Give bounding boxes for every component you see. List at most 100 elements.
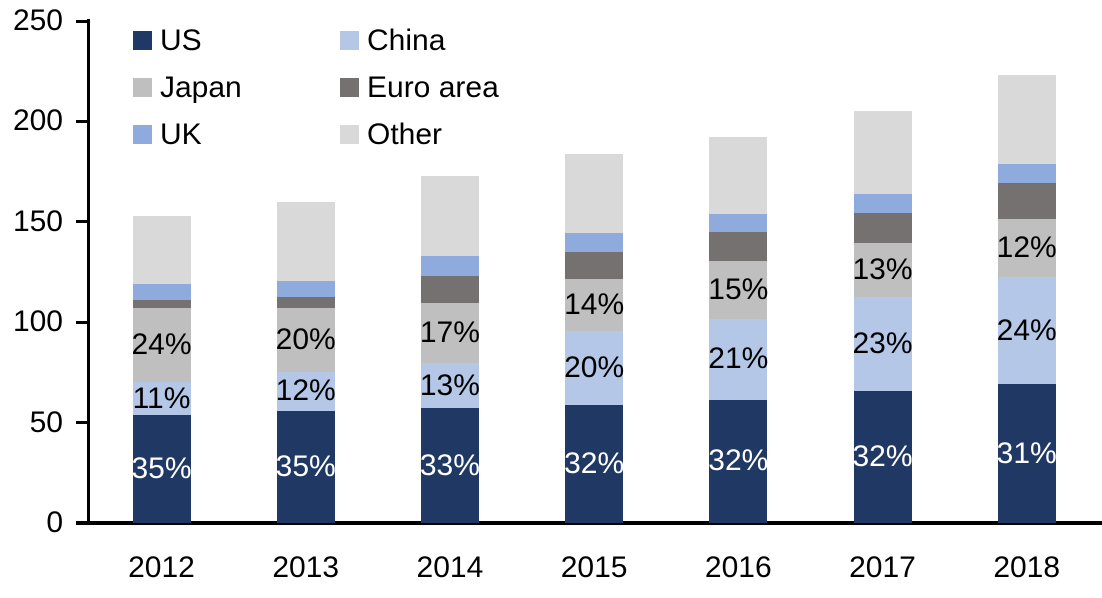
bar-segment-japan-2015: 14%	[564, 279, 625, 331]
bar-segment-euro-area-2016	[709, 231, 768, 261]
segment-label-us-2015: 32%	[564, 446, 625, 480]
legend-swatch-other	[340, 125, 359, 144]
segment-label-china-2015: 20%	[564, 350, 625, 384]
segment-label-china-2016: 21%	[708, 342, 769, 376]
bar-segment-uk-2012	[132, 283, 191, 300]
segment-label-japan-2014: 17%	[419, 316, 480, 350]
bar-segment-uk-2013	[276, 281, 335, 297]
bar-segment-other-2016	[709, 137, 768, 214]
bar-segment-euro-area-2018	[997, 183, 1056, 220]
legend-item-uk: UK	[133, 117, 340, 151]
segment-label-japan-2013: 20%	[275, 322, 336, 356]
legend-item-euro-area: Euro area	[340, 70, 499, 104]
bar-segment-japan-2016: 15%	[708, 260, 769, 319]
bar-segment-japan-2018: 12%	[996, 219, 1057, 277]
y-axis-tick-label-50: 50	[29, 405, 63, 439]
chart-legend: US China Japan Euro area UK Other	[133, 17, 499, 158]
y-axis-tick-label-0: 0	[46, 506, 63, 539]
bar-segment-us-2015: 32%	[564, 404, 625, 523]
y-axis-tick-250	[76, 19, 89, 23]
segment-label-japan-2017: 13%	[852, 252, 913, 286]
bar-segment-euro-area-2017	[853, 212, 912, 243]
x-axis-label-2013: 2013	[272, 551, 340, 584]
segment-label-japan-2015: 14%	[564, 287, 625, 321]
y-axis-line	[87, 19, 90, 523]
bar-segment-other-2018	[997, 75, 1056, 165]
x-axis-line	[76, 521, 1102, 525]
bar-segment-japan-2013: 20%	[275, 307, 336, 372]
segment-label-china-2017: 23%	[852, 326, 913, 360]
bar-segment-euro-area-2014	[420, 275, 479, 303]
y-axis-tick-label-150: 150	[12, 204, 63, 238]
bar-segment-us-2013: 35%	[275, 410, 336, 523]
x-axis-label-2018: 2018	[993, 551, 1061, 584]
segment-label-japan-2016: 15%	[708, 272, 769, 306]
legend-label-china: China	[367, 23, 446, 57]
segment-label-us-2018: 31%	[996, 436, 1057, 470]
y-axis-tick-label-200: 200	[12, 104, 63, 138]
bar-segment-japan-2012: 24%	[131, 307, 192, 382]
bar-segment-uk-2014	[420, 256, 479, 276]
legend-swatch-japan	[133, 78, 152, 97]
bar-segment-uk-2016	[709, 213, 768, 232]
bar-segment-other-2017	[853, 111, 912, 194]
bar-segment-us-2017: 32%	[852, 391, 913, 523]
legend-item-us: US	[133, 23, 340, 57]
bar-segment-uk-2018	[997, 164, 1056, 184]
bar-segment-us-2018: 31%	[996, 384, 1057, 523]
segment-label-china-2012: 11%	[132, 381, 191, 415]
segment-label-china-2018: 24%	[996, 313, 1057, 347]
y-axis-tick-200	[76, 119, 89, 123]
bar-segment-uk-2017	[853, 193, 912, 213]
segment-label-china-2013: 12%	[275, 374, 336, 408]
bar-segment-euro-area-2012	[132, 299, 191, 308]
bar-segment-other-2012	[132, 215, 191, 284]
bar-segment-china-2017: 23%	[852, 296, 913, 392]
x-axis-label-2017: 2017	[849, 551, 916, 584]
bar-segment-china-2018: 24%	[996, 276, 1057, 385]
legend-item-china: China	[340, 23, 499, 57]
legend-label-euro-area: Euro area	[367, 70, 499, 104]
legend-label-other: Other	[367, 117, 443, 151]
legend-label-uk: UK	[160, 117, 202, 151]
legend-swatch-china	[340, 31, 359, 50]
bar-segment-japan-2017: 13%	[852, 242, 913, 297]
legend-swatch-uk	[133, 125, 152, 144]
bar-segment-uk-2015	[565, 233, 624, 253]
x-axis-label-2016: 2016	[704, 551, 772, 584]
legend-item-japan: Japan	[133, 70, 340, 104]
bar-segment-euro-area-2013	[276, 296, 335, 308]
y-axis-tick-50	[76, 421, 89, 425]
bar-segment-china-2016: 21%	[708, 318, 769, 400]
segment-label-japan-2018: 12%	[996, 231, 1057, 265]
legend-item-other: Other	[340, 117, 499, 151]
bar-segment-euro-area-2015	[565, 252, 624, 280]
segment-label-us-2017: 32%	[852, 440, 913, 474]
bar-segment-other-2014	[420, 175, 479, 257]
legend-swatch-euro-area	[340, 78, 359, 97]
bar-segment-us-2016: 32%	[708, 399, 769, 523]
legend-label-japan: Japan	[160, 70, 242, 104]
x-axis-label-2012: 2012	[128, 551, 195, 584]
bar-segment-china-2015: 20%	[564, 330, 625, 405]
segment-label-japan-2012: 24%	[131, 327, 192, 361]
segment-label-china-2014: 13%	[419, 368, 480, 402]
y-axis-tick-150	[76, 220, 89, 224]
segment-label-us-2016: 32%	[708, 444, 769, 478]
bar-segment-us-2012: 35%	[131, 415, 192, 523]
y-axis-tick-label-250: 250	[12, 4, 63, 37]
legend-swatch-us	[133, 31, 152, 50]
bar-segment-china-2014: 13%	[419, 363, 480, 409]
y-axis-tick-100	[76, 320, 89, 324]
bar-segment-other-2013	[276, 201, 335, 282]
bar-segment-us-2014: 33%	[420, 408, 480, 523]
segment-label-us-2013: 35%	[275, 449, 336, 483]
bar-segment-other-2015	[565, 153, 624, 234]
bar-segment-china-2013: 12%	[275, 372, 336, 411]
bar-segment-china-2012: 11%	[132, 381, 191, 416]
segment-label-us-2012: 35%	[131, 452, 192, 486]
legend-label-us: US	[160, 23, 202, 57]
bar-segment-japan-2014: 17%	[419, 302, 480, 364]
y-axis-tick-label-100: 100	[12, 305, 63, 339]
